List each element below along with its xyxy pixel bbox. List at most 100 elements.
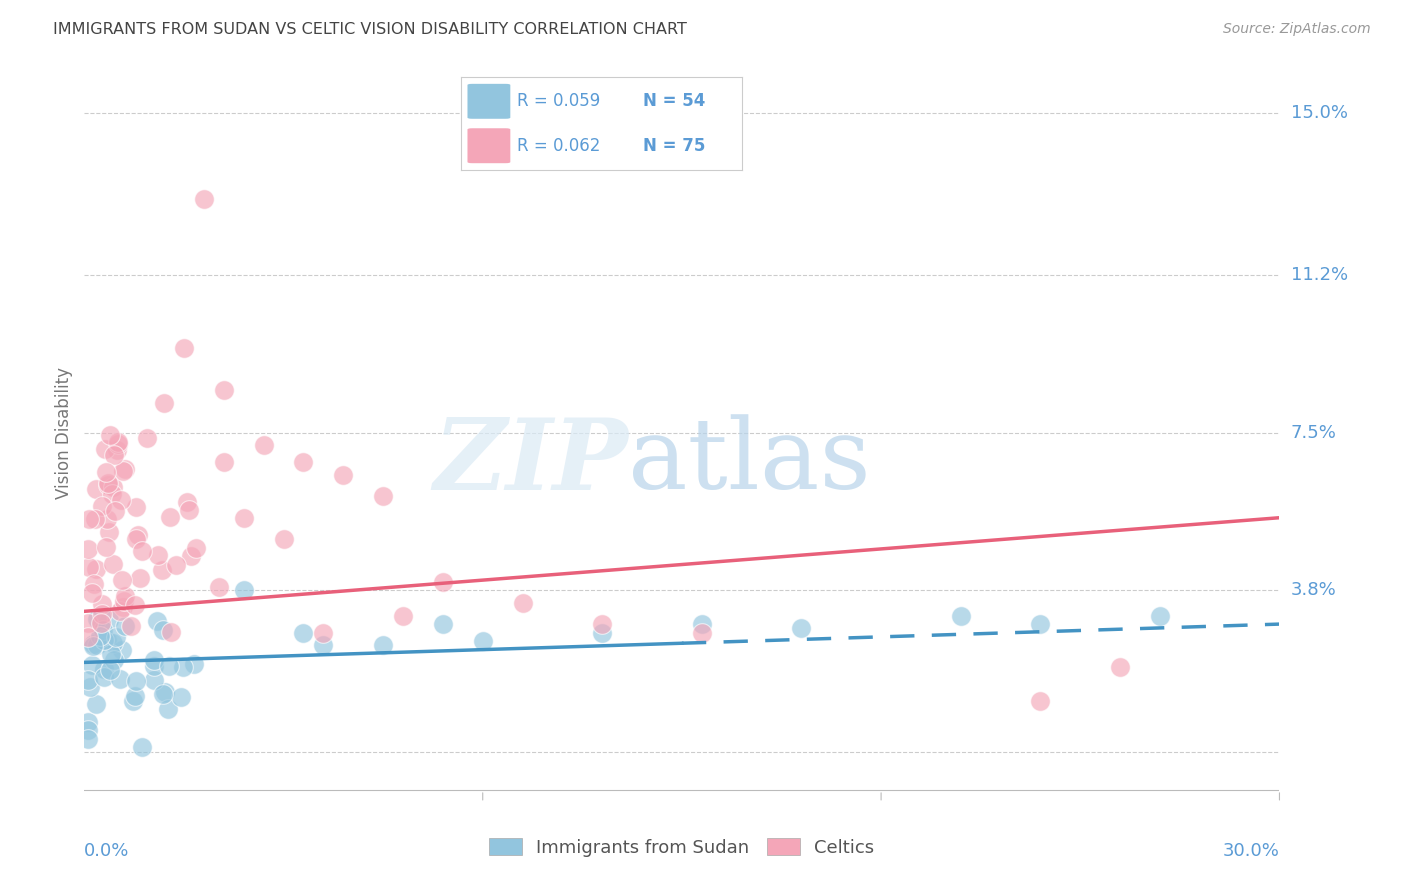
Point (105, 442, 128, 457)
Point (77, 559, 100, 574)
Point (373, 639, 395, 653)
Point (96, 511, 118, 525)
Point (128, 571, 150, 585)
Point (122, 693, 145, 707)
Point (153, 396, 176, 410)
Point (101, 636, 124, 650)
Point (84, 482, 107, 496)
Point (131, 740, 153, 755)
Point (172, 660, 194, 674)
Text: 3.8%: 3.8% (1291, 581, 1336, 599)
Point (103, 448, 125, 462)
Point (232, 510, 254, 524)
Text: 11.2%: 11.2% (1291, 266, 1348, 285)
Point (143, 653, 166, 667)
Point (142, 658, 165, 673)
Point (90, 616, 112, 631)
Point (180, 549, 202, 564)
Point (790, 621, 813, 635)
Point (232, 582, 254, 597)
Point (84, 697, 107, 711)
Text: 30.0%: 30.0% (1223, 842, 1279, 860)
Point (157, 702, 180, 716)
Point (80, 657, 103, 672)
Point (212, 455, 235, 469)
Point (208, 580, 231, 594)
Point (108, 672, 131, 686)
Point (152, 687, 174, 701)
Point (432, 574, 454, 589)
Point (591, 617, 613, 632)
Point (93, 632, 115, 647)
Point (125, 532, 148, 546)
Point (77, 673, 100, 688)
Point (111, 642, 134, 657)
Point (110, 492, 132, 507)
Point (100, 487, 122, 501)
Point (91, 624, 114, 638)
Point (98, 664, 121, 678)
Point (112, 599, 135, 614)
Point (84, 561, 107, 575)
Point (312, 625, 335, 640)
Point (112, 594, 135, 608)
Point (1029, 694, 1052, 708)
Point (100, 647, 122, 661)
Point (93, 662, 115, 676)
Point (332, 468, 354, 483)
Point (170, 690, 193, 704)
Point (104, 504, 127, 518)
Point (1149, 608, 1171, 623)
Point (82, 639, 104, 653)
Point (112, 464, 135, 478)
Point (91, 598, 114, 612)
Point (77, 714, 100, 729)
Point (89, 629, 111, 643)
Point (114, 462, 136, 476)
Point (176, 495, 198, 509)
Point (111, 573, 134, 587)
Point (77, 615, 100, 630)
Point (94, 442, 117, 456)
Point (94, 540, 117, 554)
Point (157, 659, 180, 673)
Point (146, 614, 169, 628)
Point (136, 431, 159, 445)
Point (512, 596, 534, 610)
Point (392, 608, 415, 623)
Point (253, 438, 276, 452)
Point (105, 630, 128, 644)
Point (98, 428, 121, 442)
Point (153, 685, 176, 699)
Point (471, 634, 494, 648)
Point (77, 731, 100, 746)
Point (373, 490, 395, 504)
Point (183, 657, 205, 671)
Point (96, 632, 118, 647)
Y-axis label: Vision Disability: Vision Disability (55, 367, 73, 499)
Point (177, 503, 200, 517)
Point (86, 638, 108, 652)
Point (591, 625, 613, 640)
Point (86, 612, 108, 626)
Point (124, 674, 146, 689)
Point (159, 625, 181, 640)
Point (292, 625, 315, 640)
Point (90, 499, 112, 513)
Point (120, 619, 142, 633)
Text: IMMIGRANTS FROM SUDAN VS CELTIC VISION DISABILITY CORRELATION CHART: IMMIGRANTS FROM SUDAN VS CELTIC VISION D… (53, 22, 688, 37)
Point (1109, 659, 1132, 673)
Point (142, 673, 165, 688)
Point (97, 476, 120, 491)
Point (152, 623, 174, 637)
Point (690, 625, 713, 640)
Point (77, 511, 100, 525)
Point (173, 341, 195, 355)
Point (1029, 617, 1052, 632)
Point (97, 613, 120, 627)
Text: Source: ZipAtlas.com: Source: ZipAtlas.com (1223, 22, 1371, 37)
Point (312, 639, 335, 653)
Point (79, 680, 101, 694)
Point (91, 607, 114, 621)
Legend: Immigrants from Sudan, Celtics: Immigrants from Sudan, Celtics (482, 830, 882, 864)
